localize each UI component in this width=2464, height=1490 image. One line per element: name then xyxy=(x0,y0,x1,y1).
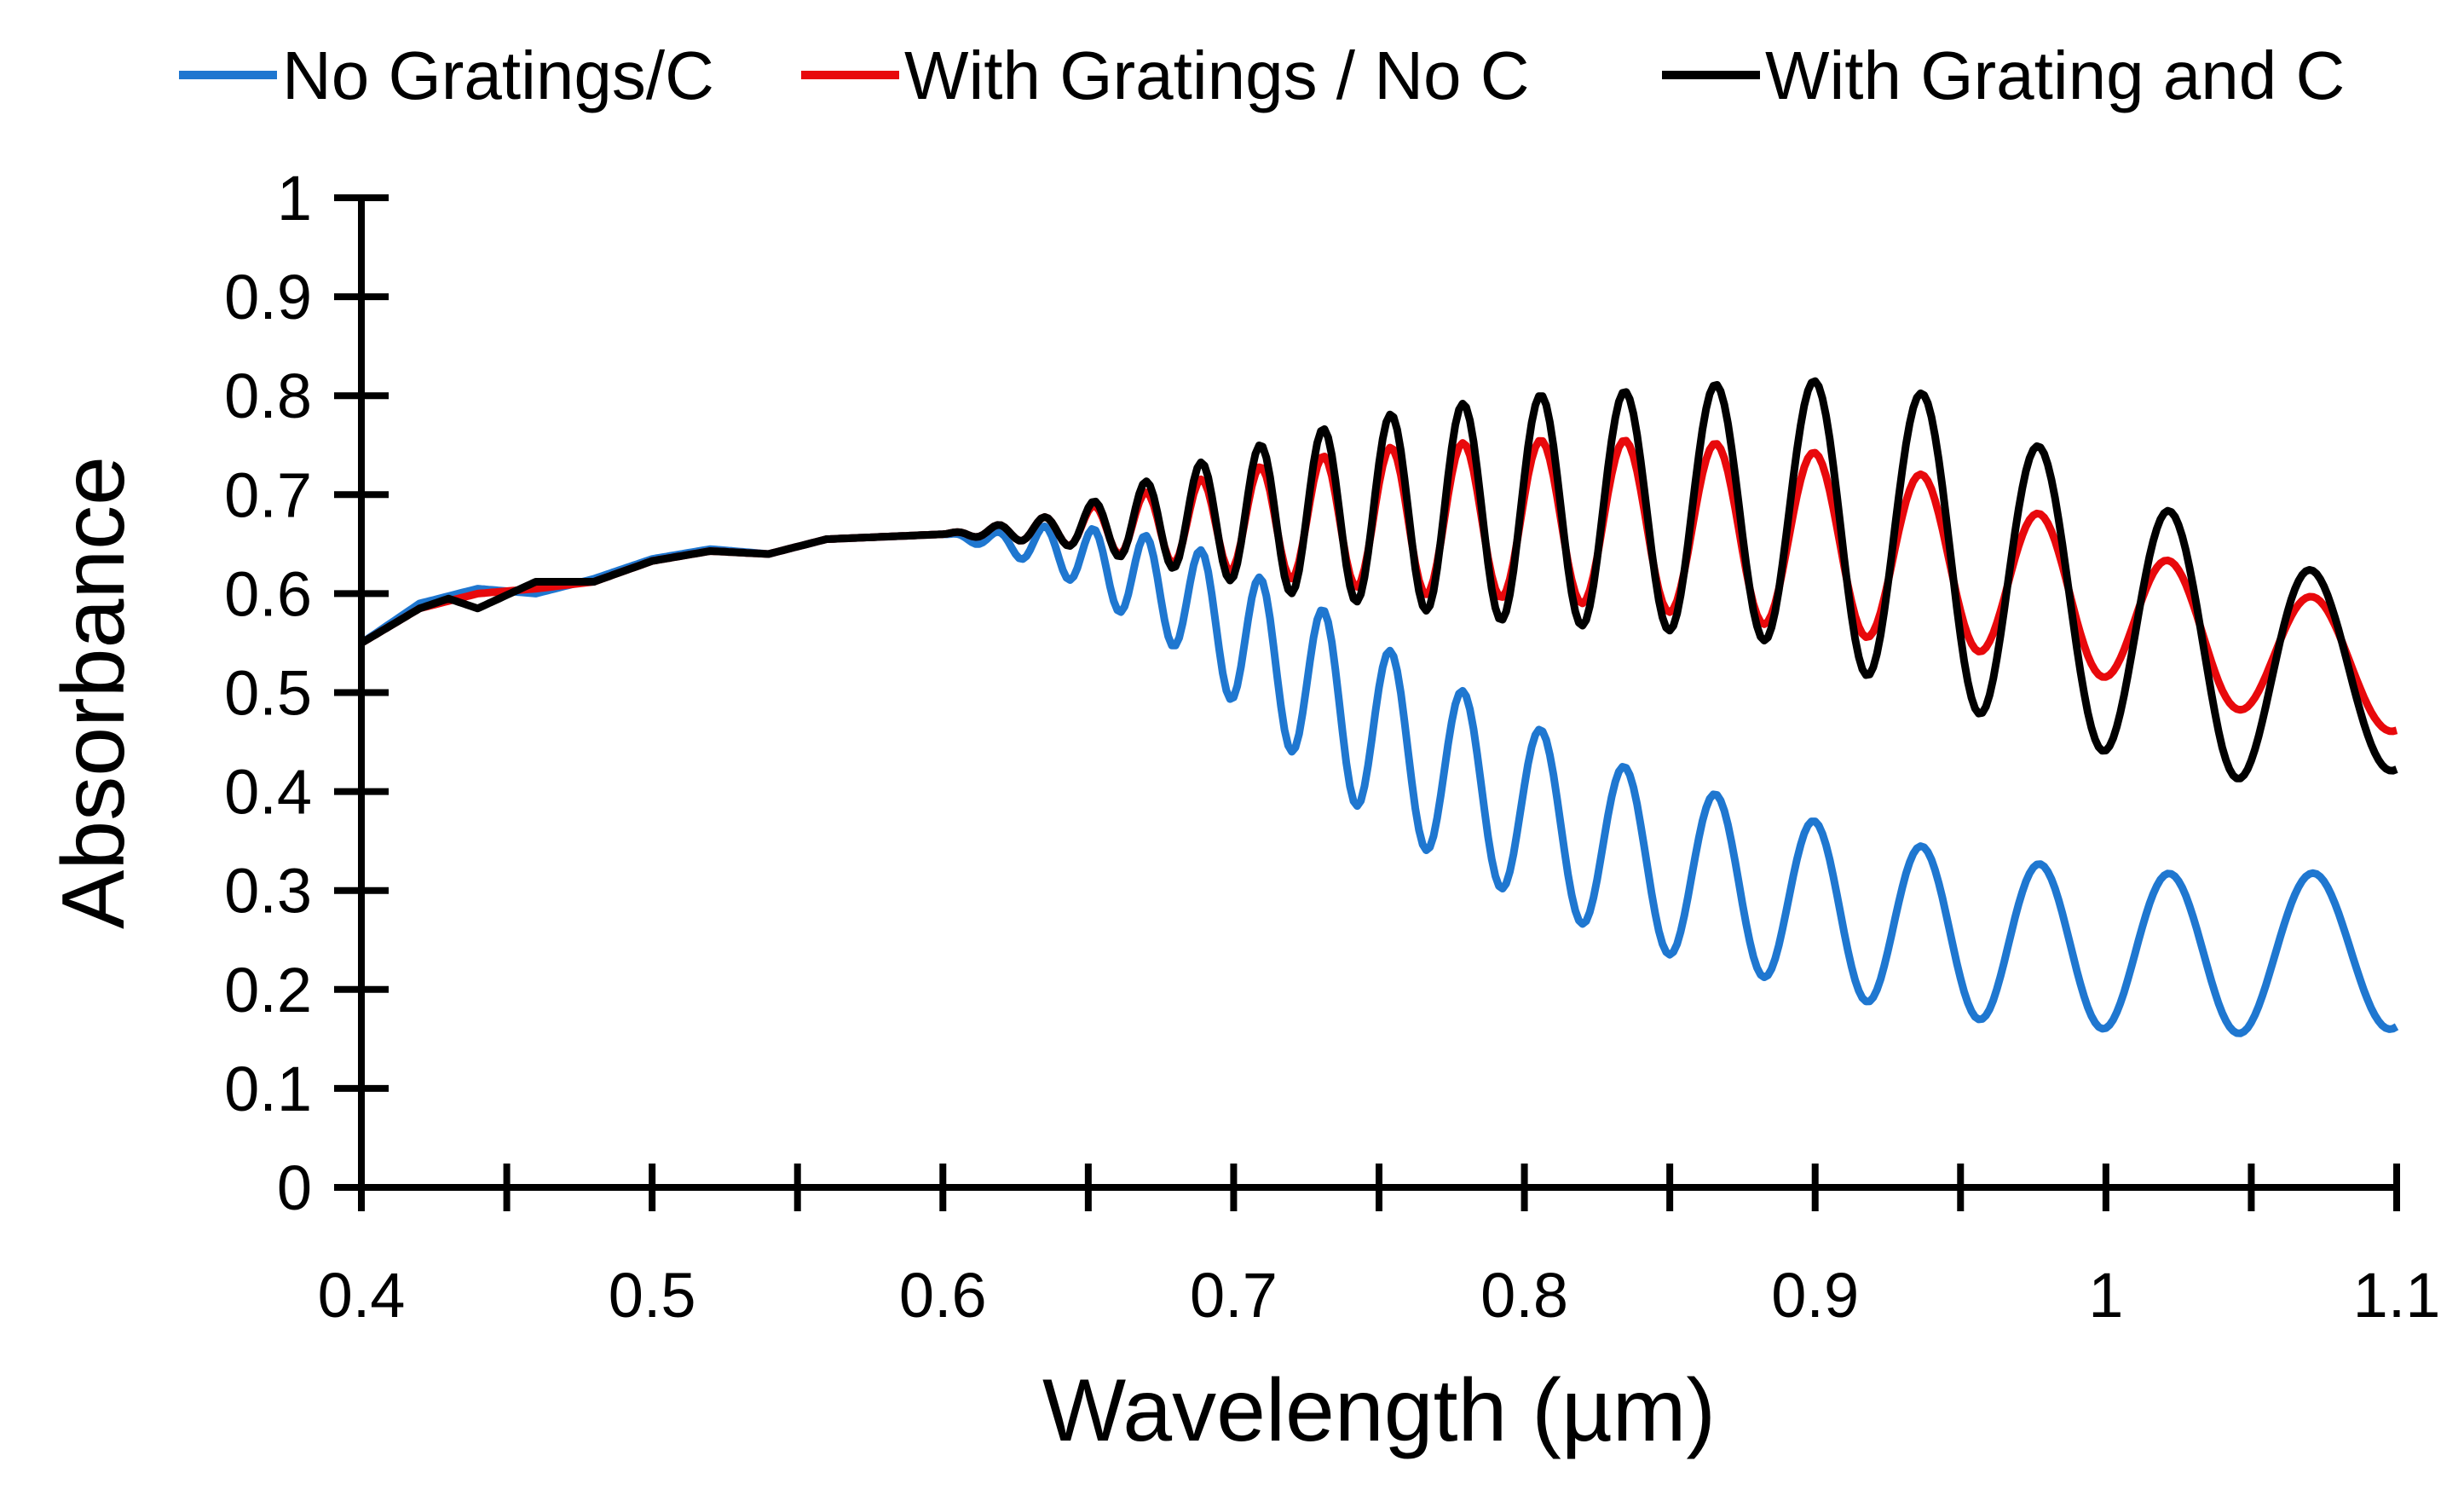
y-tick-label: 0.6 xyxy=(224,558,312,629)
y-tick-label: 0.3 xyxy=(224,856,312,927)
y-tick-label: 0.9 xyxy=(224,262,312,332)
series-layer xyxy=(359,377,2399,1037)
axes-layer: 0.4 0.5 0.6 0.7 0.8 0.9 1 1.1 00.10.20.30.40.50… xyxy=(224,163,2440,1331)
y-tick-label: 0.8 xyxy=(224,361,312,431)
x-tick-label: 0.6 xyxy=(899,1260,987,1331)
x-tick-label: 0.4 xyxy=(318,1260,406,1331)
y-tick-label: 0 xyxy=(277,1152,312,1223)
x-tick-label: 1.1 xyxy=(2353,1260,2441,1331)
y-tick-label: 1 xyxy=(277,163,312,234)
series-line-3 xyxy=(359,377,2398,783)
legend-label-1: No Gratings/C xyxy=(282,38,714,113)
y-tick-label: 0.4 xyxy=(224,757,312,828)
y-tick-label: 0.7 xyxy=(224,459,312,530)
x-tick-label: 0.7 xyxy=(1190,1260,1278,1331)
series-line-1 xyxy=(359,522,2399,1037)
y-axis-title: Absorbance xyxy=(44,456,143,929)
y-tick-label: 0.1 xyxy=(224,1054,312,1124)
x-ticks: 0.4 0.5 0.6 0.7 0.8 0.9 1 1.1 xyxy=(318,1164,2441,1331)
legend-label-2: With Gratings / No C xyxy=(904,38,1530,113)
y-ticks: 0 0.1 0.2 0.3 0.4 0.5 0.6 0.7 0.8 0.9 1 xyxy=(224,163,389,1223)
x-tick-label: 1 xyxy=(2088,1260,2123,1331)
x-axis-title: Wavelength (µm) xyxy=(1042,1361,1716,1460)
legend: No Gratings/C With Gratings / No C With Gr… xyxy=(179,38,2345,113)
y-tick-label: 0.2 xyxy=(224,955,312,1025)
legend-label-3: With Grating and C xyxy=(1765,38,2345,113)
x-tick-label: 0.9 xyxy=(1771,1260,1859,1331)
y-tick-label: 0.5 xyxy=(224,658,312,729)
x-tick-label: 0.5 xyxy=(609,1260,696,1331)
x-tick-label: 0.8 xyxy=(1480,1260,1568,1331)
